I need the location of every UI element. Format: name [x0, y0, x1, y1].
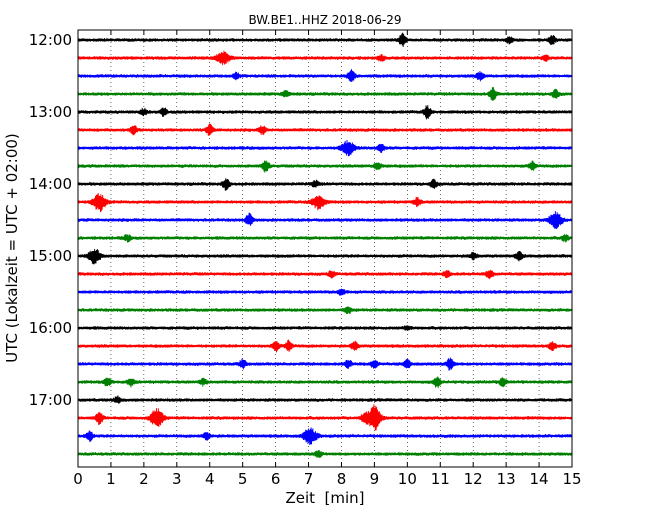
trace-1545 — [77, 306, 573, 314]
trace-1500 — [77, 248, 573, 265]
x-tick-label: 8 — [337, 470, 347, 488]
y-tick-label: 12:00 — [29, 31, 72, 49]
x-tick-label: 15 — [562, 470, 581, 488]
trace-1515 — [77, 269, 573, 280]
x-tick-label: 1 — [106, 470, 116, 488]
y-axis-label: UTC (Lokalzeit = UTC + 02:00) — [3, 133, 21, 363]
trace-1315 — [77, 123, 573, 136]
trace-1400 — [77, 178, 573, 191]
trace-1600 — [77, 325, 573, 331]
trace-1715 — [77, 404, 573, 431]
x-tick-label: 3 — [172, 470, 182, 488]
chart-title: BW.BE1..HHZ 2018-06-29 — [248, 13, 401, 27]
trace-1630 — [77, 357, 573, 371]
trace-1530 — [77, 288, 573, 296]
y-tick-label: 14:00 — [29, 175, 72, 193]
trace-1415 — [77, 193, 573, 213]
trace-1245 — [77, 87, 573, 102]
x-tick-label: 13 — [497, 470, 516, 488]
x-tick-label: 6 — [271, 470, 281, 488]
trace-1730 — [77, 427, 573, 445]
x-tick-label: 7 — [304, 470, 314, 488]
trace-1230 — [77, 69, 573, 82]
trace-group — [77, 32, 573, 458]
y-tick-label: 15:00 — [29, 247, 72, 265]
y-tick-label: 16:00 — [29, 319, 72, 337]
x-tick-label: 14 — [530, 470, 549, 488]
trace-1200 — [77, 32, 573, 47]
trace-1215 — [77, 50, 573, 66]
x-tick-label: 4 — [205, 470, 215, 488]
x-tick-label: 11 — [431, 470, 450, 488]
x-tick-label: 12 — [464, 470, 483, 488]
x-axis-label: Zeit [min] — [285, 489, 364, 507]
x-tick-label: 0 — [73, 470, 83, 488]
x-tick-label: 10 — [398, 470, 417, 488]
y-tick-label: 17:00 — [29, 391, 72, 409]
trace-1700 — [77, 395, 573, 404]
trace-1330 — [77, 139, 573, 157]
x-tick-label: 9 — [370, 470, 380, 488]
trace-1615 — [77, 339, 573, 353]
x-axis-ticks: 0 1 2 3 4 5 6 7 8 9 10 11 12 13 14 15 — [73, 30, 582, 488]
x-tick-label: 5 — [238, 470, 248, 488]
trace-1300 — [77, 105, 573, 120]
trace-1345 — [77, 160, 573, 173]
grid-lines — [110, 30, 540, 467]
trace-1430 — [77, 211, 573, 230]
y-axis-ticks: 12:00 13:00 14:00 15:00 16:00 17:00 — [29, 31, 72, 409]
trace-1645 — [77, 376, 573, 389]
plot-frame — [77, 29, 573, 468]
trace-1445 — [77, 233, 573, 243]
trace-1745 — [77, 450, 573, 458]
y-tick-label: 13:00 — [29, 103, 72, 121]
x-tick-label: 2 — [139, 470, 149, 488]
